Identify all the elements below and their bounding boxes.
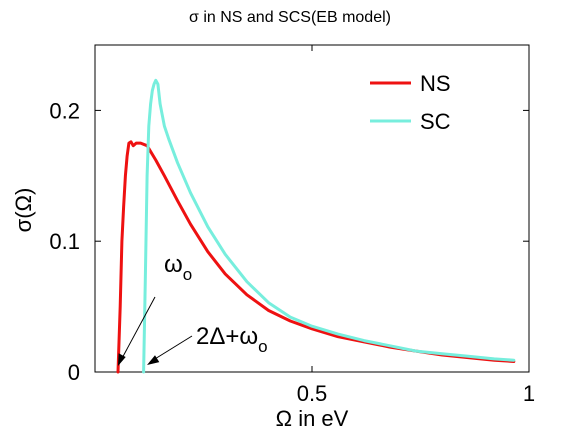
legend-ns-label: NS <box>420 71 451 96</box>
series-line-sc <box>142 78 516 374</box>
annotation-omega-o-arrow <box>119 296 156 363</box>
y-tick-label: 0.2 <box>49 98 80 123</box>
x-axis-label: Ω in eV <box>276 406 349 431</box>
legend-sc-label: SC <box>420 109 451 134</box>
annotation-omega-o-arrowhead <box>118 353 126 366</box>
annotation-2delta-omega-o-label: 2Δ+ωo <box>196 323 268 356</box>
annotation-2delta-omega-o-sub: o <box>258 337 267 356</box>
y-axis-label: σ(Ω) <box>11 188 36 233</box>
axis-ticks <box>95 45 530 373</box>
annotation-omega-o-main: ω <box>164 251 183 278</box>
axis-tick-labels: 0.5 1 0 0.1 0.2 <box>49 98 535 406</box>
annotation-2delta-omega-o: 2Δ+ωo <box>147 323 268 365</box>
x-tick-label: 1 <box>523 381 535 406</box>
legend: NS SC <box>370 71 451 134</box>
series-lines <box>116 78 516 374</box>
annotation-omega-o: ωo <box>118 251 192 366</box>
annotation-2delta-omega-o-main: 2Δ+ω <box>196 323 258 350</box>
chart-title: σ in NS and SCS(EB model) <box>189 9 391 26</box>
annotation-2delta-omega-o-arrowhead <box>147 355 160 365</box>
annotation-omega-o-label: ωo <box>164 251 192 284</box>
annotation-omega-o-sub: o <box>183 265 192 284</box>
y-tick-label: 0 <box>68 360 80 385</box>
y-tick-label: 0.1 <box>49 229 80 254</box>
annotation-2delta-omega-o-arrow <box>149 335 193 363</box>
x-tick-label: 0.5 <box>297 381 328 406</box>
